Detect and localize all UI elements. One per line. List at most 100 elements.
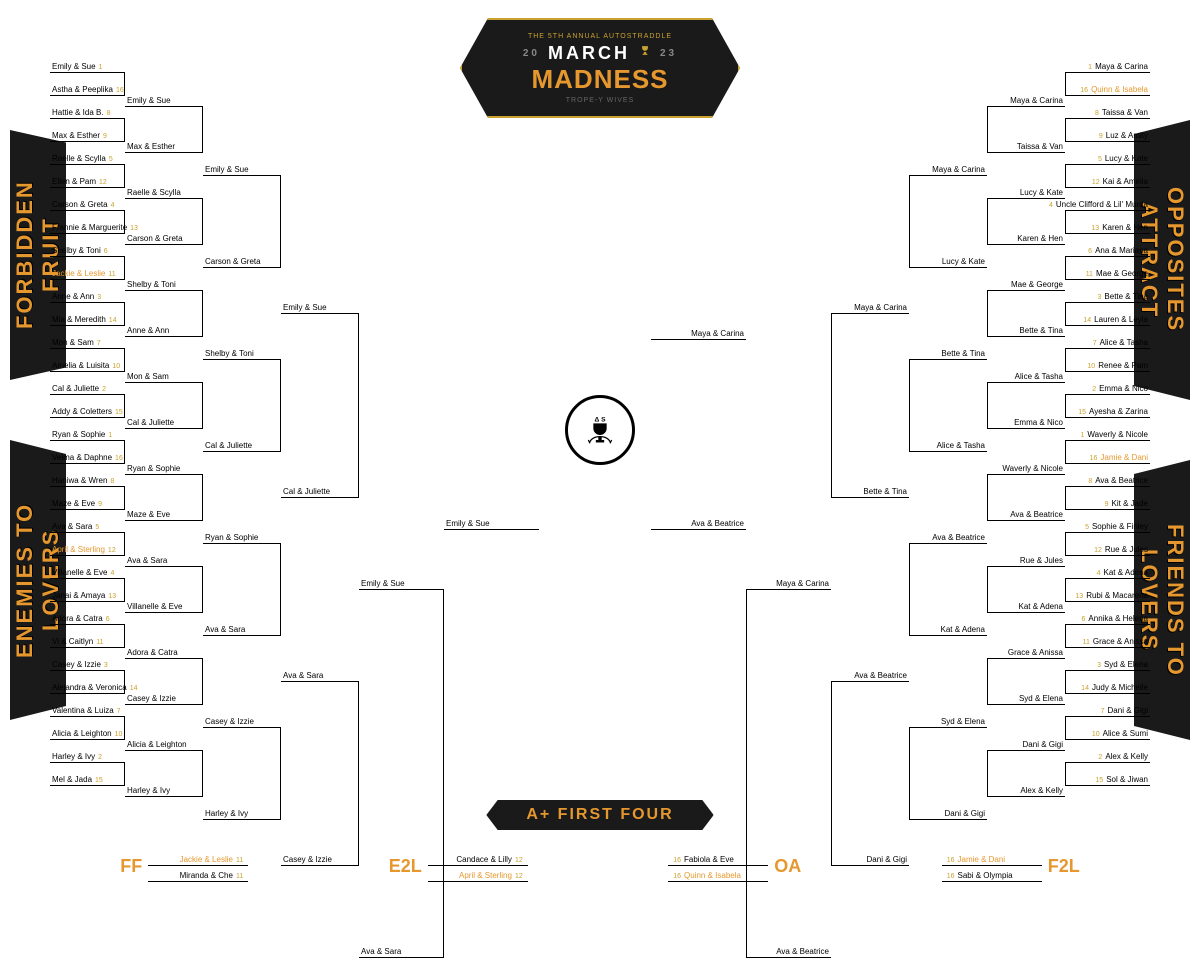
- bracket-slot: 12Kai & Amelia: [1065, 165, 1150, 188]
- bracket-slot: Hattie & Ida B.8: [50, 96, 125, 119]
- bracket-slot: Alex & Kelly: [987, 751, 1065, 797]
- bracket-slot: Harley & Ivy: [203, 728, 281, 820]
- bracket-slot: Villanelle & Eve: [125, 567, 203, 613]
- bracket-slot: 8Ava & Beatrice: [1065, 464, 1150, 487]
- bracket-slot: Janai & Amaya13: [50, 579, 125, 602]
- bracket-slot: Ava & Sara: [281, 498, 359, 682]
- bracket-slot: Rue & Jules: [987, 521, 1065, 567]
- bracket-slot: Ryan & Sophie1: [50, 418, 125, 441]
- bracket-slot: Carson & Greta4: [50, 188, 125, 211]
- first-four-code: FF: [120, 856, 142, 877]
- bracket-slot: Shelby & Toni: [125, 245, 203, 291]
- bracket-slot: Frannie & Marguerite13: [50, 211, 125, 234]
- bracket-slot: Mon & Sam: [125, 337, 203, 383]
- first-four-code: E2L: [389, 856, 422, 877]
- bracket-slot: Alice & Tasha: [909, 360, 987, 452]
- bracket-slot: Ava & Sara: [203, 544, 281, 636]
- champion-trophy: Δ S: [565, 395, 635, 465]
- bracket-slot: Emily & Sue: [359, 222, 444, 590]
- left-final: Emily & Sue: [444, 290, 539, 530]
- bracket-slot: Mia & Meredith14: [50, 303, 125, 326]
- bracket-slot: Bette & Tina: [909, 268, 987, 360]
- bracket-slot: 15Ayesha & Zarina: [1065, 395, 1150, 418]
- bracket-slot: Alice & Tasha: [987, 337, 1065, 383]
- first-four-banner: A+ FIRST FOUR: [486, 800, 713, 830]
- right-final: Maya & CarinaAva & Beatrice: [651, 150, 746, 530]
- bracket-slot: 13Karen & Hen: [1065, 211, 1150, 234]
- bracket-slot: 9Kit & Jade: [1065, 487, 1150, 510]
- bracket-slot: Maya & Carina: [909, 84, 987, 176]
- first-four-slot: Jackie & Leslie11: [148, 850, 248, 866]
- left-round-5: Emily & SueAva & Sara: [359, 222, 444, 958]
- left-round-1: Emily & Sue1Astha & Peeplika16Hattie & I…: [50, 50, 125, 786]
- bracket-slot: Cal & Juliette: [203, 360, 281, 452]
- bracket-slot: Harley & Ivy2: [50, 740, 125, 763]
- first-four-group: 16Jamie & Dani16Sabi & OlympiaF2L: [942, 850, 1080, 882]
- bracket-slot: Emma & Nico: [987, 383, 1065, 429]
- bracket-slot: Ava & Sara5: [50, 510, 125, 533]
- bracket-slot: Ellen & Pam12: [50, 165, 125, 188]
- bracket-slot: Mon & Sam7: [50, 326, 125, 349]
- bracket-slot: Astha & Peeplika16: [50, 73, 125, 96]
- bracket-slot: Ava & Beatrice: [909, 452, 987, 544]
- first-four-slot: Candace & Lilly12: [428, 850, 528, 866]
- bracket-slot: Valentina & Luiza7: [50, 694, 125, 717]
- bracket-slot: Dani & Gigi: [831, 682, 909, 866]
- first-four-slot: 16Fabiola & Eve: [668, 850, 768, 866]
- bracket-slot: Villanelle & Eve4: [50, 556, 125, 579]
- bracket-slot: Carson & Greta: [203, 176, 281, 268]
- bracket-slot: Emily & Sue1: [50, 50, 125, 73]
- bracket-slot: Max & Esther: [125, 107, 203, 153]
- right-round-5: Maya & CarinaAva & Beatrice: [746, 222, 831, 958]
- bracket-slot: Raelle & Scylla: [125, 153, 203, 199]
- bracket-slot: April & Sterling12: [50, 533, 125, 556]
- bracket-slot: Lucy & Kate: [909, 176, 987, 268]
- bracket-slot: Karen & Hen: [987, 199, 1065, 245]
- bracket-slot: 16Quinn & Isabela: [1065, 73, 1150, 96]
- bracket-slot: 7Alice & Tasha: [1065, 326, 1150, 349]
- right-round-1: 1Maya & Carina16Quinn & Isabela8Taissa &…: [1065, 50, 1150, 786]
- bracket-slot: Grace & Anissa: [987, 613, 1065, 659]
- bracket-slot: Emily & Sue: [444, 290, 539, 530]
- bracket-slot: 3Syd & Elena: [1065, 648, 1150, 671]
- bracket-slot: 6Annika & Helena: [1065, 602, 1150, 625]
- bracket-slot: Cal & Juliette: [281, 314, 359, 498]
- bracket-slot: 13Rubi & Macarena: [1065, 579, 1150, 602]
- bracket-slot: Dani & Gigi: [987, 705, 1065, 751]
- first-four: FFJackie & Leslie11Miranda & Che11E2LCan…: [50, 850, 1150, 882]
- bracket-slot: Maya & Carina: [651, 150, 746, 340]
- first-four-slot: 16Sabi & Olympia: [942, 866, 1042, 882]
- first-four-group: E2L Candace & Lilly12April & Sterling12: [389, 850, 528, 882]
- bracket-slot: Mel & Jada15: [50, 763, 125, 786]
- bracket-slot: Casey & Izzie: [125, 659, 203, 705]
- first-four-code: F2L: [1048, 856, 1080, 877]
- bracket-slot: Haniwa & Wren8: [50, 464, 125, 487]
- bracket-slot: 2Emma & Nico: [1065, 372, 1150, 395]
- bracket-slot: 8Taissa & Van: [1065, 96, 1150, 119]
- bracket-slot: 9Luz & Amity: [1065, 119, 1150, 142]
- bracket-slot: Alejandra & Veronica14: [50, 671, 125, 694]
- bracket-slot: Velma & Daphne16: [50, 441, 125, 464]
- bracket-slot: Ava & Beatrice: [831, 498, 909, 682]
- first-four-slot: April & Sterling12: [428, 866, 528, 882]
- bracket-slot: 15Sol & Jiwan: [1065, 763, 1150, 786]
- right-round-2: Maya & CarinaTaissa & VanLucy & KateKare…: [987, 61, 1065, 797]
- first-four-group: FFJackie & Leslie11Miranda & Che11: [120, 850, 248, 882]
- bracket-slot: 2Alex & Kelly: [1065, 740, 1150, 763]
- bracket-slot: Ava & Beatrice: [746, 590, 831, 958]
- bracket-slot: 10Alice & Sumi: [1065, 717, 1150, 740]
- bracket-slot: Kat & Adena: [987, 567, 1065, 613]
- svg-text:Δ S: Δ S: [594, 417, 606, 424]
- bracket-slot: 14Lauren & Leyla: [1065, 303, 1150, 326]
- bracket-slot: Alicia & Leighton: [125, 705, 203, 751]
- bracket-slot: Maze & Eve9: [50, 487, 125, 510]
- bracket-slot: Lucy & Kate: [987, 153, 1065, 199]
- bracket-slot: Emily & Sue: [125, 61, 203, 107]
- bracket-slot: Vi & Caitlyn11: [50, 625, 125, 648]
- bracket-slot: Syd & Elena: [909, 636, 987, 728]
- bracket-slot: Shelby & Toni: [203, 268, 281, 360]
- bracket-slot: Maze & Eve: [125, 475, 203, 521]
- bracket-slot: Ava & Beatrice: [651, 340, 746, 530]
- trophy-icon: Δ S: [580, 410, 620, 450]
- bracket-slot: Dani & Gigi: [909, 728, 987, 820]
